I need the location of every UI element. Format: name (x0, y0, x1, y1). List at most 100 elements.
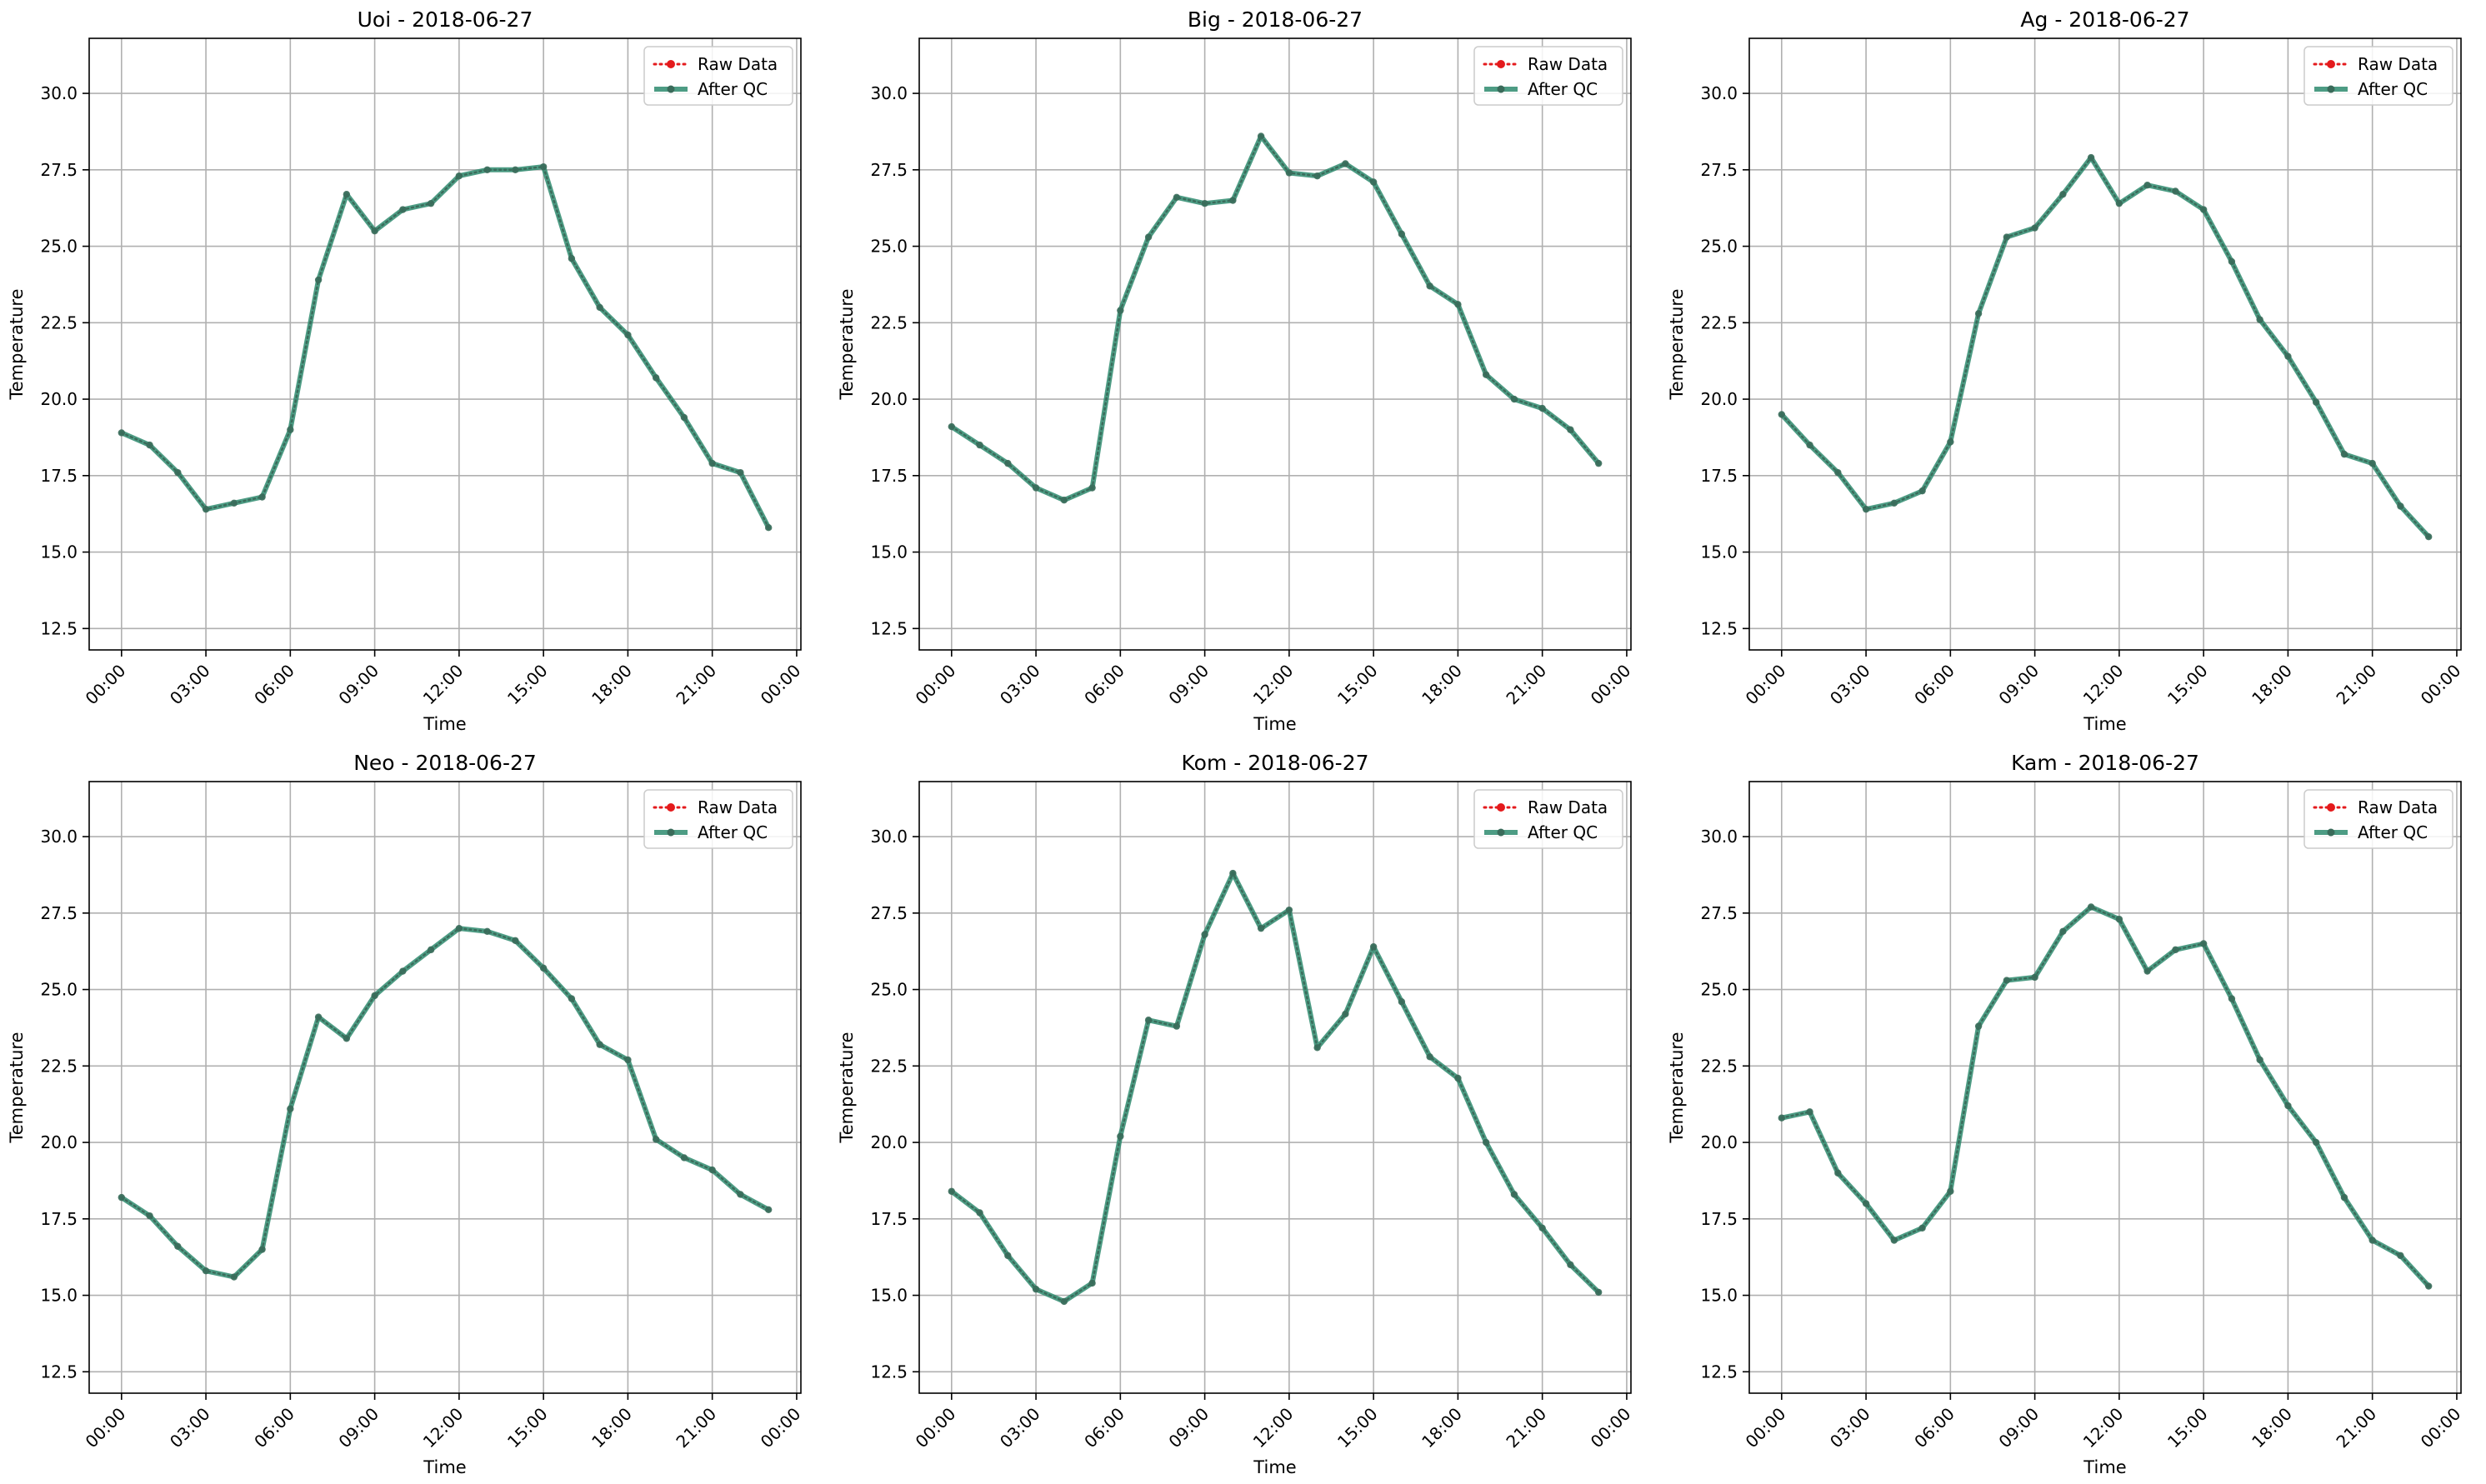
data-point (2368, 459, 2376, 467)
x-tick-label: 00:00 (2417, 1404, 2465, 1452)
data-point (1342, 1010, 1349, 1018)
x-tick-label: 21:00 (1502, 1404, 1550, 1452)
legend: Raw Data After QC (1473, 46, 1623, 106)
y-axis-label: Temperature (837, 288, 857, 400)
x-tick-label: 03:00 (166, 661, 214, 709)
data-point (1313, 1044, 1321, 1052)
x-tick-label: 00:00 (2417, 661, 2465, 709)
x-axis-label: Time (2083, 1457, 2126, 1477)
data-point (1369, 942, 1378, 951)
data-point (1285, 169, 1293, 177)
x-tick-label: 15:00 (503, 1404, 552, 1452)
x-tick-label: 09:00 (1994, 1404, 2043, 1452)
data-point (624, 1056, 632, 1064)
data-point (1567, 1261, 1574, 1269)
plot-frame (918, 37, 1632, 651)
x-tick-label: 06:00 (1080, 1404, 1128, 1452)
y-tick-label: 30.0 (40, 827, 78, 847)
x-tick-label: 21:00 (2332, 1404, 2380, 1452)
legend-qc-label: After QC (698, 79, 768, 99)
x-tick-label: 12:00 (419, 1404, 468, 1452)
data-point (2087, 153, 2095, 162)
x-tick-label: 09:00 (1994, 661, 2043, 709)
plot-frame (918, 781, 1632, 1394)
data-point (2340, 1193, 2348, 1202)
data-point (1426, 1053, 1433, 1061)
x-tick-label: 03:00 (166, 1404, 214, 1452)
series-line-raw-data (1780, 155, 2430, 538)
data-point (1834, 1169, 1842, 1177)
data-point (1806, 441, 1813, 449)
data-point (1567, 426, 1574, 433)
y-tick-label: 25.0 (870, 237, 908, 257)
x-tick-label: 06:00 (1910, 1404, 1958, 1452)
data-point (624, 331, 632, 339)
y-tick-label: 22.5 (870, 1056, 908, 1076)
x-tick-label: 06:00 (1080, 661, 1128, 709)
data-point (371, 992, 378, 1000)
y-tick-label: 17.5 (870, 466, 908, 486)
data-point (1060, 1297, 1068, 1306)
legend: Raw Data After QC (2303, 46, 2453, 106)
series-line-raw-data (950, 134, 1600, 502)
legend-raw-label: Raw Data (2358, 54, 2438, 74)
y-axis-label: Temperature (7, 288, 27, 400)
x-tick-label: 03:00 (996, 661, 1044, 709)
data-point (1088, 1279, 1096, 1287)
x-tick-label: 06:00 (250, 1404, 298, 1452)
data-point (1538, 404, 1546, 412)
data-point (118, 1193, 126, 1202)
legend-raw-marker (2327, 803, 2335, 812)
chart-panel-4: 00:00 03:00 06:00 09:00 12:00 15:00 18:00 21:00… (837, 751, 1634, 1477)
chart-title: Uoi - 2018-06-27 (358, 7, 533, 32)
series-line-after-qc (118, 164, 772, 531)
data-point (2256, 1056, 2263, 1064)
data-point (596, 303, 603, 312)
chart-panel-3: 00:00 03:00 06:00 09:00 12:00 15:00 18:00 21:00… (7, 751, 804, 1477)
data-point (287, 1105, 294, 1112)
data-point (1918, 487, 1926, 495)
data-point (343, 190, 351, 198)
data-point (230, 499, 238, 507)
data-point (568, 255, 576, 262)
legend-raw-label: Raw Data (698, 54, 778, 74)
data-point (948, 422, 956, 431)
y-tick-label: 20.0 (870, 1132, 908, 1152)
data-point (371, 227, 378, 235)
data-point (2031, 224, 2038, 232)
data-point (258, 1246, 266, 1253)
y-tick-label: 22.5 (1700, 312, 1738, 332)
legend-raw-marker (667, 60, 675, 68)
legend-qc-marker (1497, 85, 1505, 93)
x-tick-label: 21:00 (2332, 661, 2380, 709)
series-line-after-qc (948, 133, 1602, 503)
x-axis-label: Time (2083, 714, 2126, 734)
y-tick-label: 27.5 (40, 903, 78, 923)
data-point (258, 493, 266, 501)
data-point (1229, 197, 1237, 204)
data-point (539, 964, 548, 972)
data-point (1862, 505, 1870, 513)
x-tick-label: 15:00 (2163, 661, 2212, 709)
x-tick-label: 12:00 (419, 661, 468, 709)
x-tick-label: 12:00 (2079, 661, 2128, 709)
series-line-raw-data (120, 165, 770, 529)
data-point (1060, 496, 1068, 504)
y-tick-label: 25.0 (40, 980, 78, 1000)
data-point (2368, 1237, 2376, 1244)
data-point (118, 429, 126, 437)
data-point (1257, 132, 1265, 140)
y-tick-label: 17.5 (1700, 1209, 1738, 1229)
y-tick-label: 27.5 (1700, 903, 1738, 923)
y-tick-label: 15.0 (1700, 1286, 1738, 1306)
series-line-after-qc (1778, 155, 2432, 540)
chart-title: Ag - 2018-06-27 (2020, 7, 2189, 32)
y-tick-label: 27.5 (870, 903, 908, 923)
x-tick-label: 15:00 (1333, 661, 1382, 709)
y-axis-label: Temperature (1667, 288, 1687, 400)
data-point (1173, 1022, 1181, 1030)
data-point (1806, 1108, 1813, 1116)
legend-qc-label: After QC (1528, 822, 1598, 842)
x-tick-label: 00:00 (1587, 1404, 1635, 1452)
data-point (1032, 484, 1040, 492)
